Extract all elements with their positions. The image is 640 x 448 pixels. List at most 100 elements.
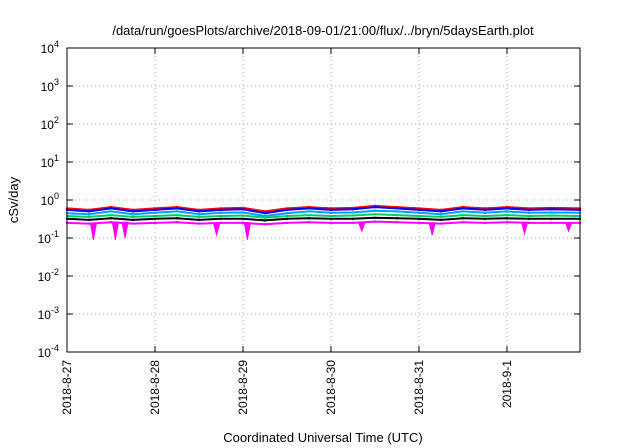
series-point <box>285 217 289 221</box>
series-point <box>131 215 135 219</box>
series-point <box>241 217 245 221</box>
y-tick-label: 104 <box>41 39 59 56</box>
series-line <box>66 204 581 213</box>
y-axis-label: cSv/day <box>6 176 21 223</box>
series-point <box>197 215 201 219</box>
grid <box>67 48 580 352</box>
series-point <box>197 213 201 216</box>
series-point <box>175 213 179 217</box>
series-point <box>307 217 311 220</box>
series-point <box>351 214 355 217</box>
series-point <box>197 210 201 213</box>
y-tick-label: 101 <box>41 153 59 170</box>
series-point <box>87 222 91 225</box>
series-point <box>417 214 421 218</box>
y-tick-label: 10-4 <box>38 343 59 360</box>
series-point <box>87 210 91 213</box>
series-point <box>87 218 91 222</box>
series-line <box>66 209 581 217</box>
series-point <box>461 213 465 217</box>
series-point <box>329 217 333 221</box>
series-point <box>329 214 333 218</box>
series-point <box>109 207 113 210</box>
series-point <box>417 221 421 225</box>
y-tick-label: 10-1 <box>38 229 59 246</box>
series-point <box>153 217 157 221</box>
x-tick-label: 2018-8-27 <box>60 360 74 415</box>
series-point <box>505 217 509 220</box>
series-point <box>417 211 421 215</box>
x-tick-label: 2018-8-29 <box>236 360 250 415</box>
x-tick-label: 2018-9-1 <box>500 360 514 408</box>
series-point <box>439 218 443 222</box>
series-point <box>153 208 157 212</box>
series-point <box>527 217 531 221</box>
series-point <box>219 211 223 215</box>
series-point <box>549 214 553 217</box>
series-point <box>549 221 553 225</box>
series-point <box>109 213 113 217</box>
series-point <box>219 208 223 212</box>
series-point <box>395 213 399 217</box>
series-dip <box>121 221 129 239</box>
series-dip <box>428 222 436 236</box>
y-tick-label: 10-3 <box>38 305 59 322</box>
series-dip <box>358 222 366 233</box>
series-point <box>285 208 289 212</box>
series-point <box>219 221 223 225</box>
x-axis-label: Coordinated Universal Time (UTC) <box>223 430 422 445</box>
series-point <box>285 221 289 225</box>
series-point <box>395 217 399 220</box>
series-point <box>461 210 465 213</box>
series-point <box>175 217 179 220</box>
series-point <box>461 207 465 210</box>
series-point <box>549 217 553 221</box>
series-point <box>527 214 531 218</box>
series-point <box>373 213 377 216</box>
series-point <box>439 215 443 219</box>
series-point <box>351 208 355 211</box>
series-point <box>285 214 289 218</box>
series-line <box>66 216 580 222</box>
series-point <box>109 221 113 224</box>
series-point <box>439 210 443 213</box>
series-point <box>175 221 179 224</box>
series-point <box>417 208 421 212</box>
series-point <box>131 218 135 222</box>
series-point <box>549 211 553 214</box>
series-point <box>505 221 509 224</box>
series-point <box>395 207 399 210</box>
series-point <box>109 210 113 213</box>
series-point <box>461 217 465 220</box>
series-dip <box>520 221 529 236</box>
series-point <box>395 210 399 213</box>
series-point <box>87 213 91 216</box>
series-point <box>131 213 135 216</box>
series-point <box>241 208 245 211</box>
series-point <box>153 214 157 218</box>
series-point <box>373 216 377 220</box>
series-point <box>527 208 531 212</box>
series-point <box>109 217 113 220</box>
series-point <box>461 221 465 224</box>
series-dip <box>89 223 97 240</box>
series-point <box>131 210 135 213</box>
series-point <box>219 214 223 218</box>
series-point <box>373 220 377 223</box>
series-point <box>351 217 355 221</box>
series-point <box>329 208 333 212</box>
series-point <box>263 211 267 215</box>
series-point <box>483 208 487 212</box>
series-point <box>483 214 487 218</box>
series-point <box>87 215 91 219</box>
series-point <box>241 214 245 217</box>
series-dip <box>111 221 119 240</box>
y-tick-label: 10-2 <box>38 267 59 284</box>
y-axis: 10-4 10-3 10-2 10-1 100 101 102 103 104 <box>38 39 580 360</box>
series-point <box>483 217 487 221</box>
series-point <box>197 222 201 225</box>
y-tick-label: 103 <box>41 77 59 94</box>
chart-title: /data/run/goesPlots/archive/2018-09-01/2… <box>112 23 534 38</box>
series-point <box>241 221 245 225</box>
x-axis: 2018-8-27 2018-8-28 2018-8-29 2018-8-30 2018… <box>60 48 514 415</box>
